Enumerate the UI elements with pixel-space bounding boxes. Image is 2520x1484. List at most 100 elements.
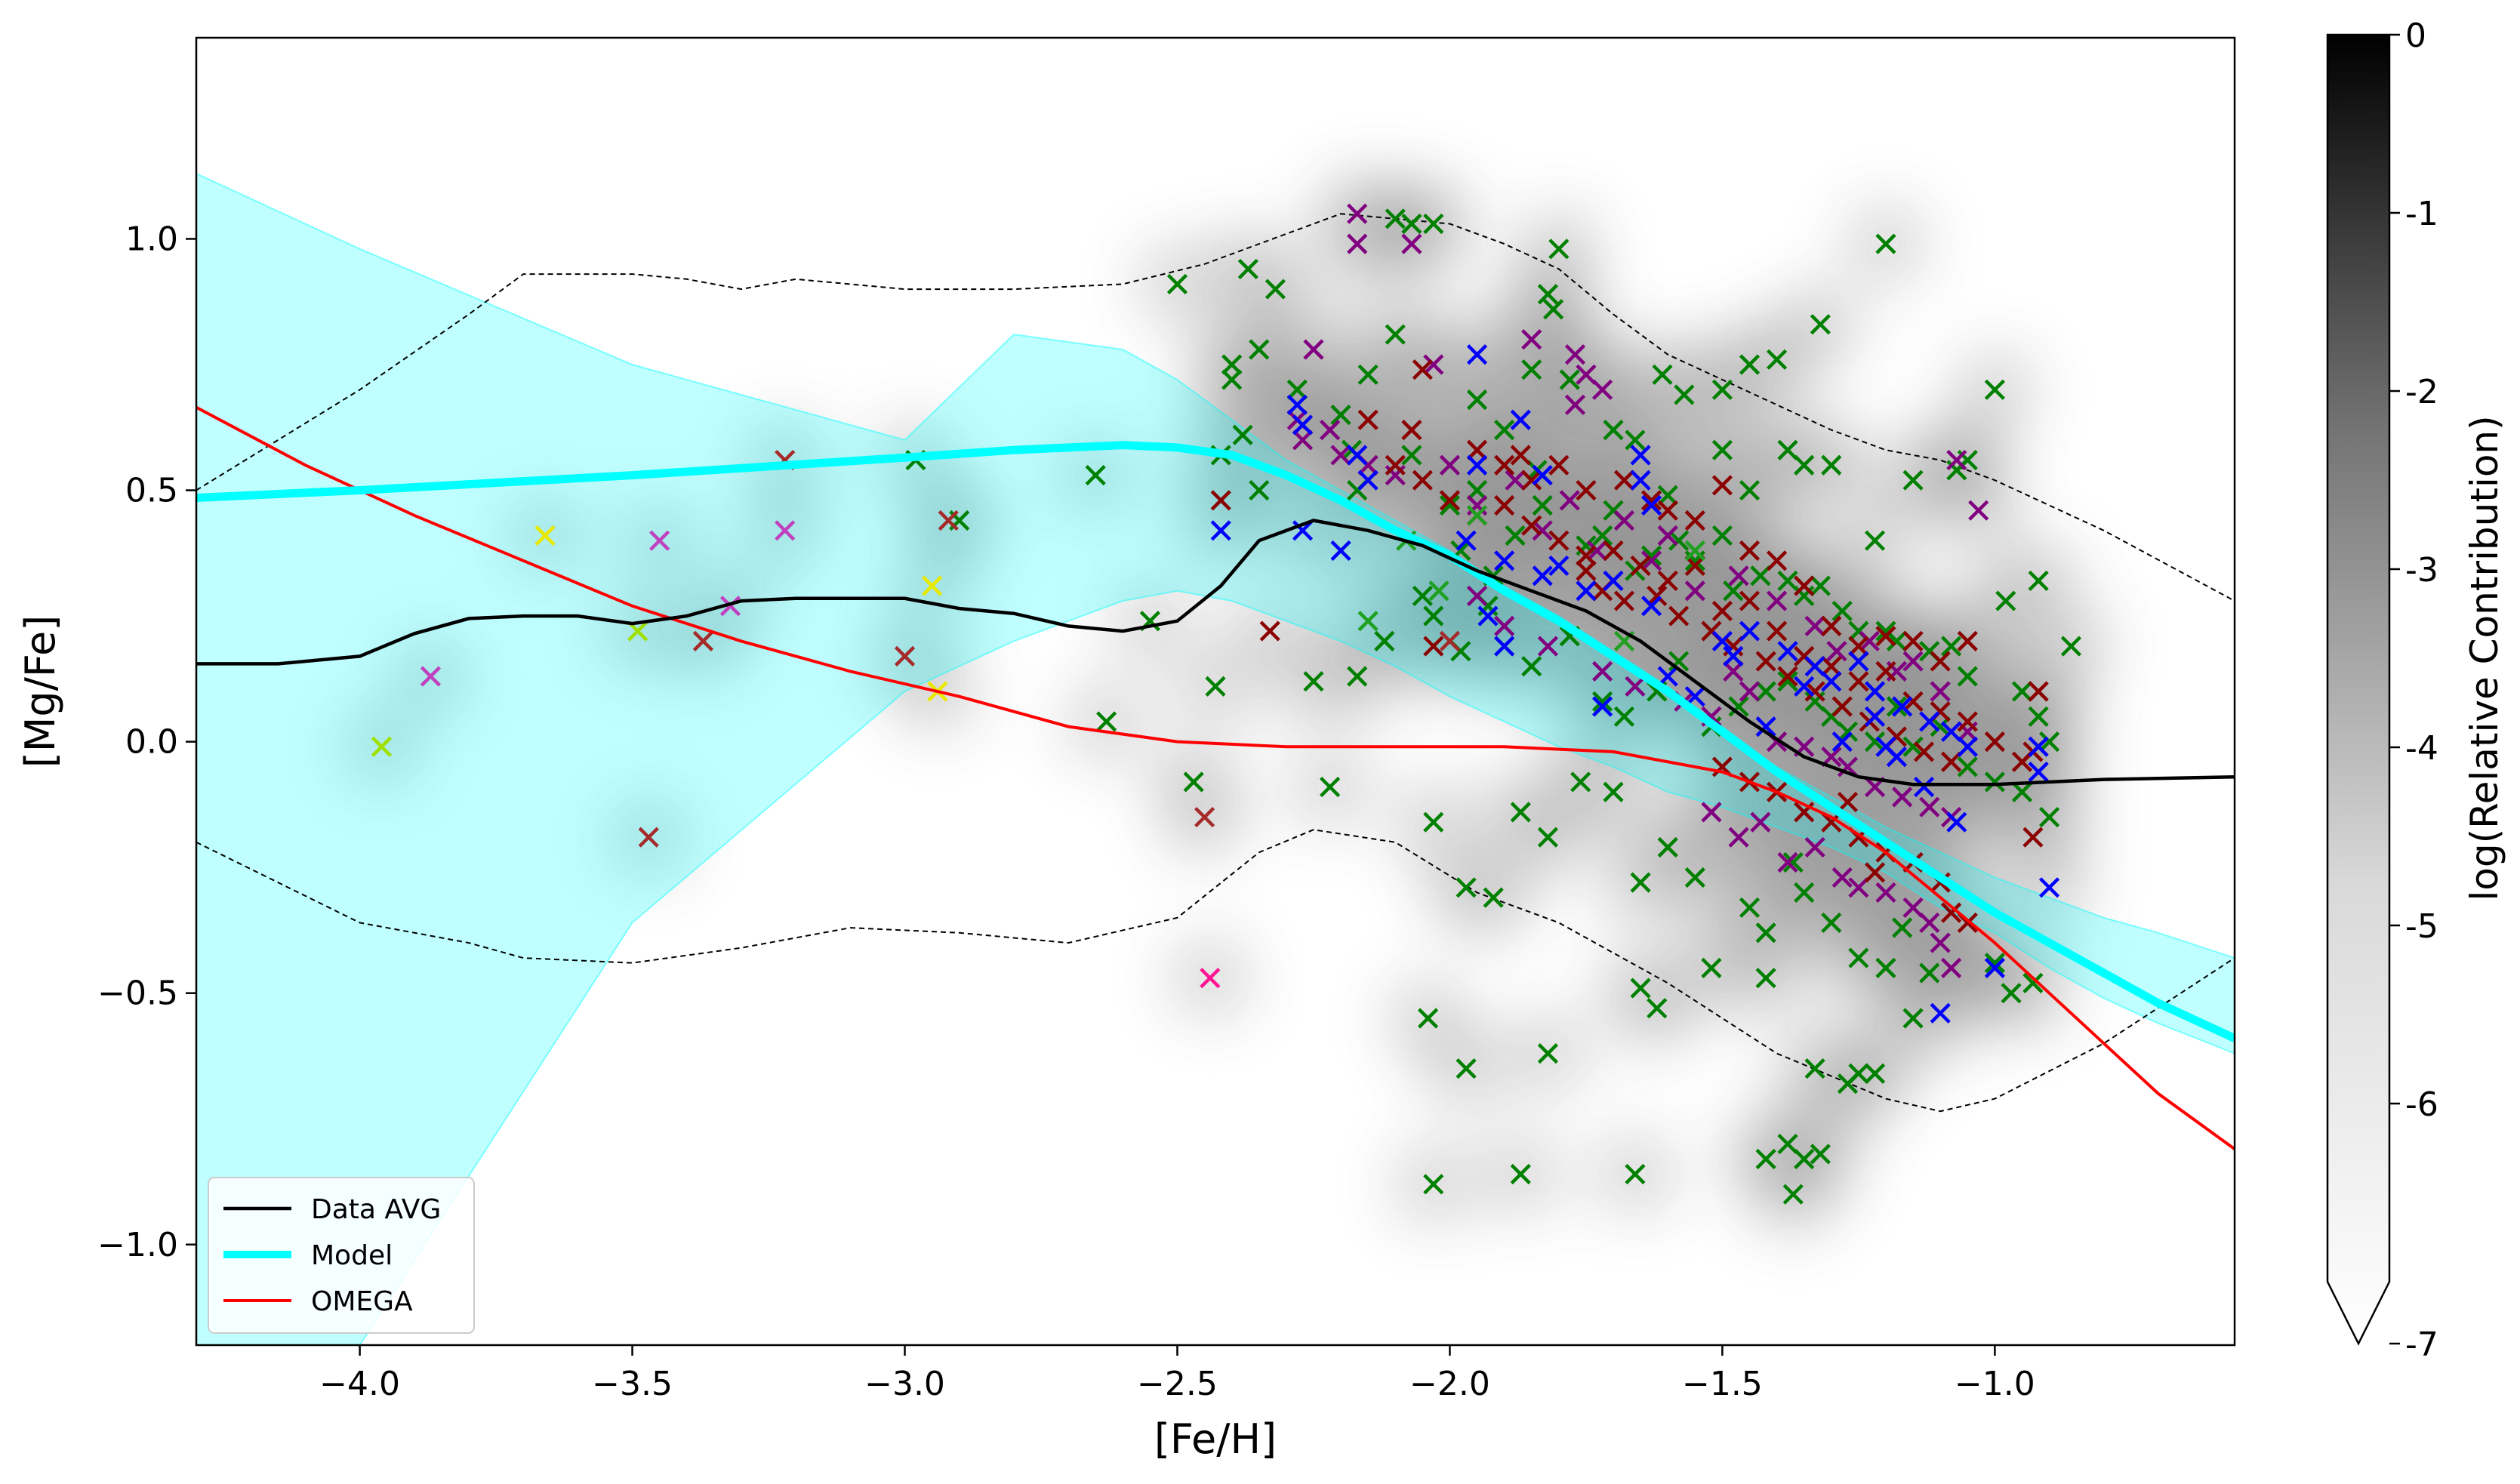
star-marker [1821,912,1842,934]
star-marker [1510,445,1531,466]
star-marker [1603,570,1624,592]
star-marker [1330,445,1351,466]
star-marker [1864,862,1886,883]
star-marker [2028,761,2049,783]
star-marker [1782,851,1804,873]
star-marker [1505,525,1526,546]
star-marker [1286,379,1308,400]
star-marker [1647,585,1668,607]
star-marker [1728,696,1749,717]
star-marker [2038,731,2060,753]
star-marker [1194,806,1215,828]
star-marker [1292,429,1314,451]
star-marker [1794,882,1815,904]
star-marker [1532,494,1553,516]
star-marker [1837,721,1859,742]
star-marker [1423,605,1444,627]
star-marker [1957,711,1978,732]
star-marker [1711,600,1733,622]
y-axis-label: [Mg/Fe] [17,615,64,768]
star-marker [1804,656,1825,677]
star-marker [1755,716,1776,737]
star-marker [1777,439,1798,460]
star-marker [1625,676,1646,697]
star-marker [1357,470,1379,491]
star-marker [1657,836,1678,858]
legend-label-model: Model [311,1240,393,1271]
star-marker [1537,636,1558,657]
upper-envelope-line [196,213,2235,602]
star-marker [1668,530,1690,551]
star-marker [1532,520,1553,541]
star-marker [1330,540,1351,562]
star-marker [1864,681,1886,702]
star-marker [1532,565,1553,587]
star-marker [1456,877,1477,898]
star-marker [1930,716,1951,737]
star-marker [1766,590,1788,611]
model-line [196,441,2235,1042]
omega-line [196,405,2235,1150]
x-tick-label: −3.5 [592,1365,673,1403]
star-marker [1837,791,1859,813]
star-marker [1984,771,2005,793]
star-marker [1347,233,1368,254]
star-marker [1892,917,1913,938]
star-marker [1591,660,1613,682]
star-marker [1591,696,1613,717]
star-marker [1930,681,1951,702]
star-marker [1794,454,1815,476]
star-marker [1265,279,1286,300]
star-marker [1777,851,1798,873]
star-marker [1466,505,1488,526]
star-marker [1466,479,1488,501]
star-marker [1723,645,1744,667]
star-marker [1941,957,1962,978]
star-marker [1755,968,1776,989]
star-marker [1902,630,1924,651]
star-marker [1357,364,1379,385]
star-marker [1494,636,1515,657]
x-tick-label: −1.5 [1682,1365,1763,1403]
star-marker [1657,570,1678,592]
star-marker [1684,540,1705,562]
y-tick-label: 0.5 [125,472,178,510]
star-marker [1831,867,1853,888]
star-marker [1613,470,1635,491]
star-marker [1657,666,1678,687]
star-marker [1657,485,1678,506]
star-marker [1640,550,1662,571]
star-marker [1423,213,1444,235]
y-tick-label: 0.0 [125,723,178,762]
star-marker [1674,384,1695,405]
star-marker [2011,681,2033,702]
star-marker [1739,681,1761,702]
star-marker [2028,736,2049,757]
star-marker [1385,454,1406,476]
star-marker [1259,620,1280,642]
star-marker [638,827,659,848]
star-marker [1941,902,1962,923]
star-marker [1902,1008,1924,1029]
star-marker [1625,1163,1646,1185]
star-marker [1401,445,1422,466]
star-marker [1456,530,1477,551]
star-marker [938,510,959,531]
star-marker [371,736,393,757]
star-marker [922,575,943,596]
star-marker [1821,656,1842,677]
star-marker [1892,696,1913,717]
star-marker [1591,525,1613,546]
star-marker [1630,872,1651,893]
star-marker [1804,836,1825,858]
star-marker [1864,530,1886,551]
colorbar-ticks: 0 -1 -2 -3 -4 -5 -6 -7 [2389,17,2438,1364]
star-marker [1777,1133,1798,1155]
star-marker [1984,953,2005,974]
star-marker [1439,494,1461,516]
star-marker [1521,656,1542,677]
star-marker [1777,671,1798,692]
star-marker [1423,636,1444,657]
star-marker [1711,475,1733,496]
star-marker [1821,811,1842,833]
